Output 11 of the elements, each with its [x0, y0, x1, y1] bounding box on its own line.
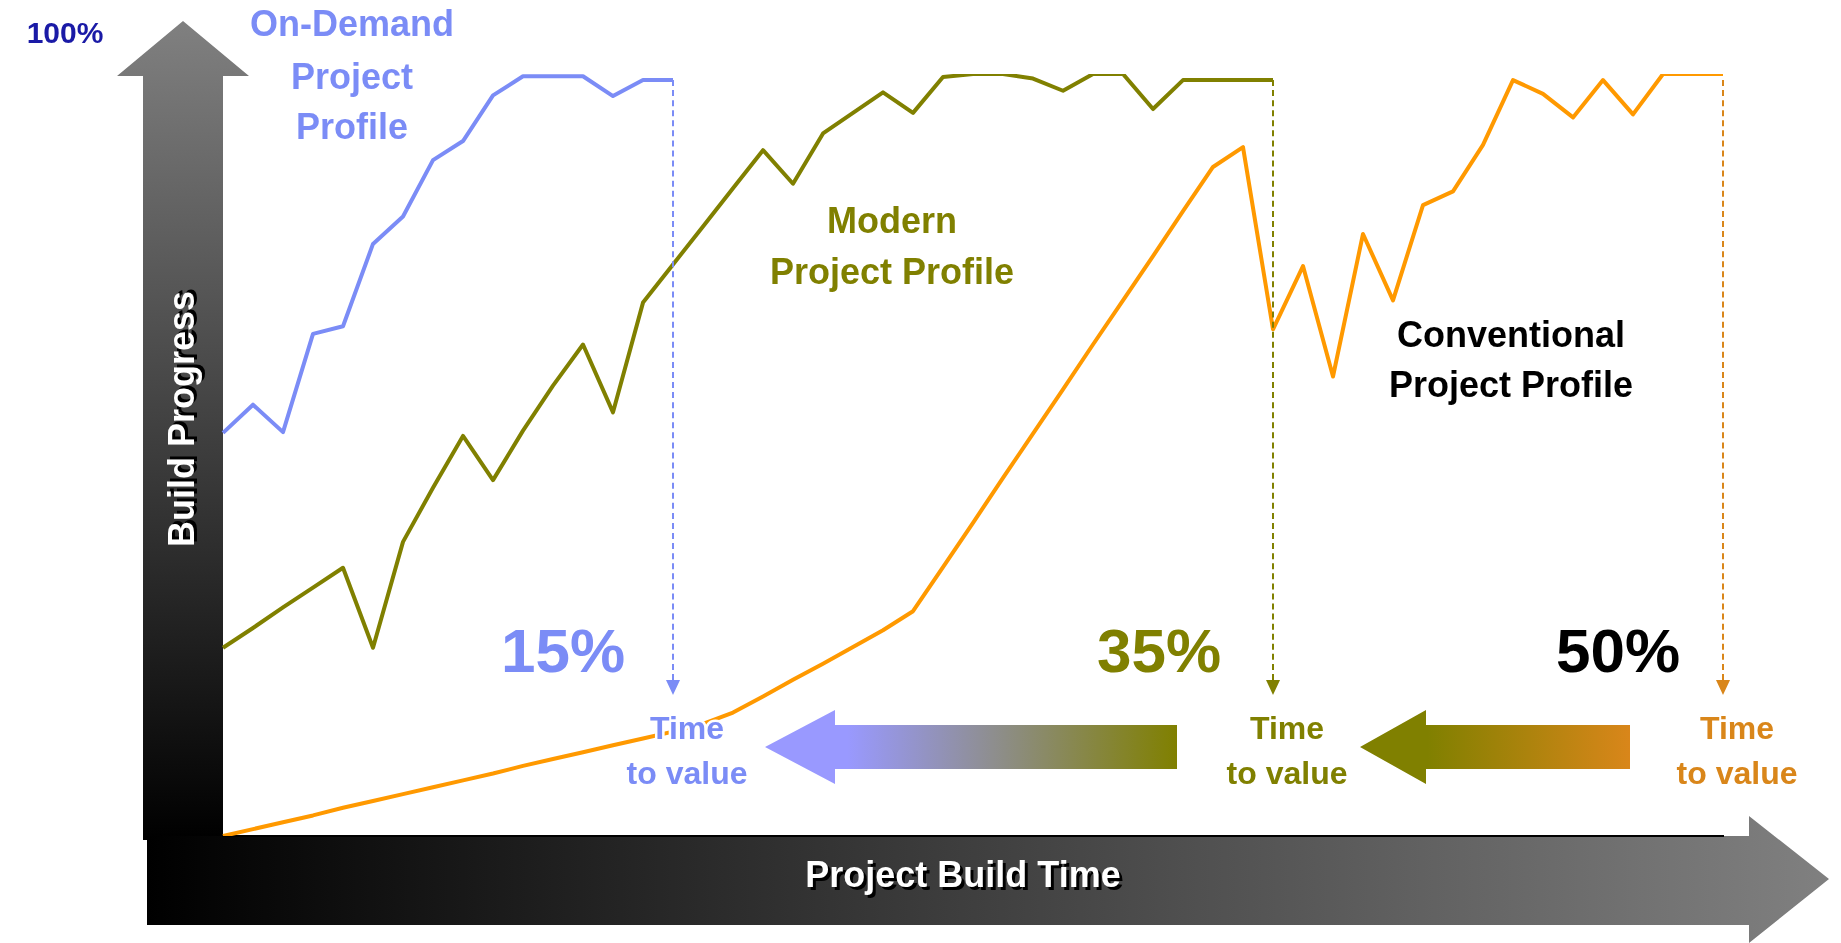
- series-label: On-Demand Project Profile: [249, 2, 455, 147]
- text: 100%: [26, 16, 104, 50]
- annotation: Time to value: [1226, 709, 1348, 791]
- annotation: 15%: [500, 616, 626, 686]
- series-label: Conventional Project Profile: [1388, 313, 1634, 405]
- annotation: Time to value: [1676, 709, 1798, 791]
- annotation: 35%: [1096, 616, 1222, 686]
- annotation: 50%: [1555, 616, 1681, 686]
- series-label: Modern Project Profile: [769, 199, 1015, 292]
- y-axis-title: Build Progress: [161, 290, 203, 548]
- x-axis-title: Project Build Time: [805, 854, 1121, 896]
